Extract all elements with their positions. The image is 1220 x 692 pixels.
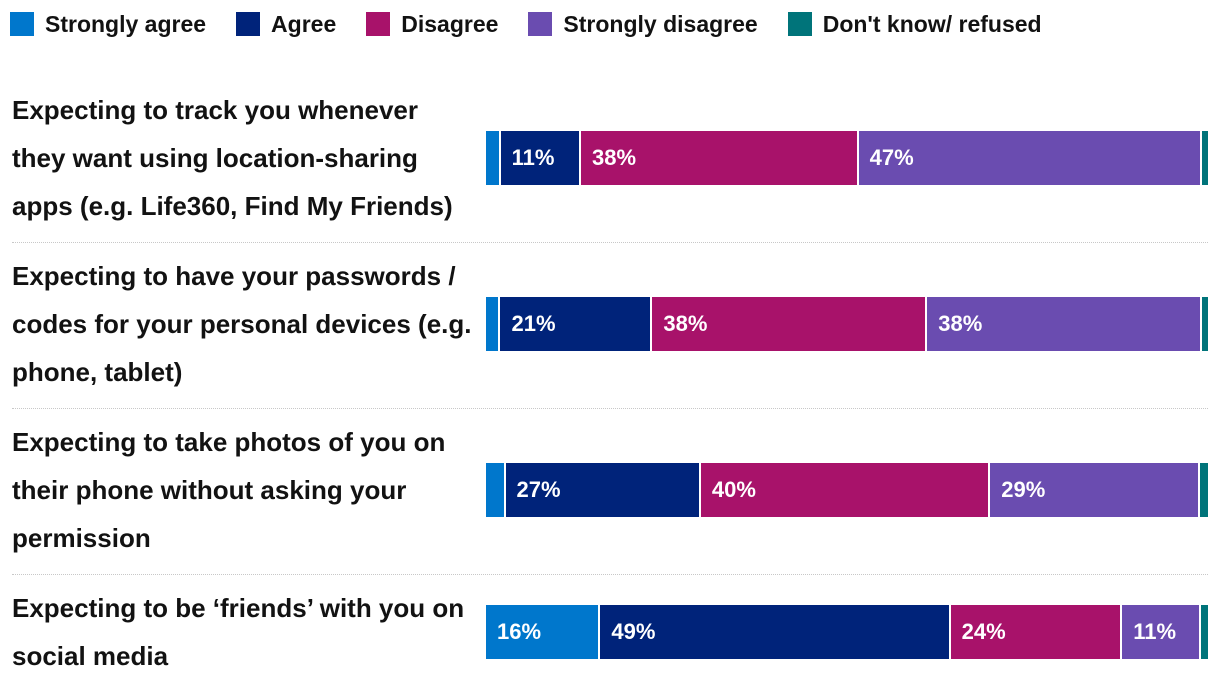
data-label: 38%: [663, 311, 708, 336]
legend-item: Strongly agree: [10, 11, 206, 38]
bar-segment: 38%: [652, 297, 928, 351]
data-label: 29%: [1001, 477, 1046, 502]
row-divider: [12, 242, 1208, 243]
bar-segment: 21%: [500, 297, 653, 351]
legend-item: Strongly disagree: [528, 10, 758, 38]
data-label: 47%: [869, 145, 914, 170]
category-label: Expecting to take photos of you on their…: [12, 427, 446, 553]
bar-segment: 16%: [486, 605, 601, 659]
row-divider: [12, 574, 1208, 575]
data-label: 11%: [1133, 619, 1177, 644]
bar-segment: 27%: [505, 463, 701, 517]
data-label: 24%: [961, 619, 1006, 644]
legend-label: Strongly agree: [45, 10, 207, 37]
legend-label: Strongly disagree: [563, 10, 758, 37]
data-label: 38%: [938, 311, 983, 336]
bar-segment: 38%: [580, 131, 859, 185]
legend-swatch: [10, 12, 34, 36]
bar-segment: [486, 131, 501, 185]
bar-segment: 24%: [950, 605, 1123, 659]
data-label: 21%: [511, 311, 556, 336]
legend-item: Agree: [236, 11, 336, 38]
bar-segment: 38%: [927, 297, 1203, 351]
data-label: 40%: [711, 477, 756, 502]
data-label: 27%: [516, 477, 561, 502]
data-label: 16%: [497, 619, 542, 644]
bar-segment: 40%: [700, 463, 991, 517]
bar-segment: [1200, 463, 1208, 517]
data-label: 49%: [611, 619, 656, 644]
bar-segment: 49%: [600, 605, 951, 659]
legend-swatch: [528, 12, 553, 36]
bar-segment: 47%: [858, 131, 1203, 185]
bar-segment: 29%: [990, 463, 1201, 517]
stacked-bar: 27% 40% 29%: [486, 463, 1208, 517]
data-label: 38%: [591, 145, 637, 170]
bar-segment: [1202, 297, 1208, 351]
bar-segment: [1202, 131, 1208, 185]
legend-label: Don't know/ refused: [822, 10, 1042, 37]
category-label: Expecting to track you whenever they wan…: [12, 95, 453, 221]
bar-segment: 11%: [500, 131, 581, 185]
legend: Strongly agree Agree Disagree Strongly disa…: [10, 8, 1042, 40]
legend-item: Disagree: [366, 11, 498, 38]
category-label: Expecting to be ‘friends’ with you on so…: [12, 593, 465, 671]
row-divider: [12, 408, 1208, 409]
legend-swatch: [787, 12, 812, 36]
stacked-bar: 16% 49% 24% 11%: [486, 605, 1208, 659]
stacked-bar: 21% 38% 38%: [486, 297, 1208, 351]
category-label: Expecting to have your passwords / codes…: [12, 261, 472, 387]
legend-swatch: [236, 12, 261, 36]
bar-segment: [486, 463, 506, 517]
legend-swatch: [366, 12, 391, 36]
legend-item: Don't know/ refused: [787, 10, 1042, 38]
legend-label: Disagree: [401, 10, 499, 37]
bar-segment: 11%: [1122, 605, 1201, 659]
data-label: 11%: [511, 145, 555, 170]
stacked-bar: 11% 38% 47%: [486, 131, 1208, 185]
legend-label: Agree: [271, 10, 337, 37]
bar-segment: [1200, 605, 1208, 659]
bar-segment: [486, 297, 501, 351]
